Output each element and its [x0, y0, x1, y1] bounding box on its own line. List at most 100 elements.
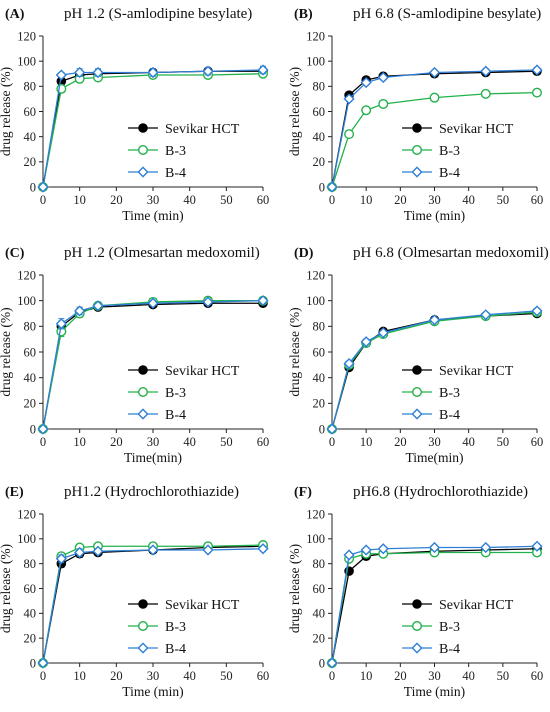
y-axis-title: drug release (%) [0, 544, 13, 633]
data-point [92, 300, 104, 312]
x-axis-title: Time(min) [124, 450, 182, 465]
data-point [377, 543, 389, 555]
y-tick-label: 80 [24, 557, 37, 571]
x-axis-title: Time (min) [404, 684, 465, 699]
panel-label: (F) [294, 485, 312, 500]
chart-panel-E: (E) pH1.2 (Hydrochlorothiazide) 0 20 40 60 80 1… [0, 484, 269, 699]
legend-marker [137, 144, 148, 155]
y-tick-label: 120 [17, 507, 36, 521]
x-tick-label: 20 [394, 193, 407, 207]
chart-panel-C: (C) pH 1.2 (Olmesartan medoxomil) 0 20 40 60 8… [0, 245, 269, 465]
legend-label: B-4 [165, 642, 186, 657]
data-point [343, 93, 355, 105]
legend-marker [412, 621, 423, 632]
y-tick-label: 20 [24, 155, 37, 169]
legend-marker [138, 365, 148, 375]
data-point [377, 71, 389, 84]
legend: Sevikar HCT B-3 B-4 [402, 598, 514, 657]
panel-label: (E) [5, 485, 24, 500]
y-tick-label: 0 [319, 422, 325, 436]
data-point [147, 66, 159, 79]
legend-marker [412, 599, 422, 609]
legend-label: Sevikar HCT [165, 598, 240, 613]
x-tick-label: 50 [220, 193, 233, 207]
x-tick-label: 50 [220, 669, 233, 683]
x-tick-label: 10 [360, 435, 373, 449]
series-b-4 [326, 305, 543, 435]
x-tick-label: 20 [394, 435, 407, 449]
y-tick-label: 100 [306, 54, 325, 68]
data-point [480, 541, 492, 554]
x-tick-label: 20 [110, 435, 123, 449]
legend-label: B-4 [439, 166, 460, 181]
y-tick-label: 80 [24, 80, 37, 94]
x-tick-label: 0 [40, 193, 46, 207]
data-point [147, 297, 159, 309]
x-tick-label: 20 [110, 669, 123, 683]
data-point [531, 540, 543, 552]
y-tick-label: 40 [313, 371, 326, 385]
y-tick-label: 40 [24, 607, 37, 621]
y-tick-label: 100 [17, 54, 36, 68]
data-point [532, 87, 543, 98]
legend-label: B-4 [165, 408, 186, 423]
panel-title: pH 1.2 (S-amlodipine besylate) [64, 6, 252, 22]
legend-label: B-4 [439, 642, 460, 657]
x-tick-label: 60 [531, 193, 544, 207]
data-point [480, 88, 491, 99]
x-tick-label: 50 [497, 193, 510, 207]
y-tick-label: 60 [24, 105, 37, 119]
x-tick-label: 20 [110, 193, 123, 207]
x-tick-label: 30 [428, 435, 441, 449]
panel-label: (C) [5, 246, 25, 261]
y-tick-label: 80 [313, 80, 326, 94]
y-tick-label: 120 [17, 29, 36, 43]
x-tick-label: 60 [257, 669, 270, 683]
y-tick-label: 80 [24, 320, 37, 334]
data-point [429, 92, 440, 103]
y-tick-label: 0 [319, 180, 325, 194]
x-tick-label: 30 [147, 193, 160, 207]
data-point [74, 305, 86, 317]
y-tick-label: 0 [319, 656, 325, 670]
x-tick-label: 0 [40, 435, 46, 449]
legend: Sevikar HCT B-3 B-4 [128, 364, 240, 423]
data-point [37, 181, 49, 193]
y-tick-label: 20 [24, 631, 37, 645]
y-axis-title: drug release (%) [287, 307, 302, 396]
data-point [37, 423, 49, 435]
y-tick-label: 60 [313, 582, 326, 596]
series-b-4 [326, 64, 543, 193]
y-tick-label: 100 [306, 294, 325, 308]
data-point [531, 64, 543, 76]
data-point [361, 105, 372, 116]
data-point [257, 64, 269, 76]
panel-title: pH1.2 (Hydrochlorothiazide) [64, 484, 239, 500]
y-tick-label: 20 [313, 631, 326, 645]
data-point [257, 543, 269, 555]
data-point [74, 66, 86, 79]
y-axis-title: drug release (%) [0, 67, 13, 156]
legend-marker [137, 642, 149, 654]
data-point [378, 98, 389, 109]
y-tick-label: 40 [24, 130, 37, 144]
panel-label: (B) [294, 7, 313, 22]
y-tick-label: 60 [313, 345, 326, 359]
legend-label: Sevikar HCT [439, 598, 514, 613]
x-tick-label: 40 [183, 669, 196, 683]
y-tick-label: 100 [17, 294, 36, 308]
x-tick-label: 10 [73, 193, 86, 207]
legend-label: B-3 [439, 620, 460, 635]
x-tick-label: 40 [462, 669, 475, 683]
legend-label: B-3 [165, 386, 186, 401]
data-point [55, 69, 67, 81]
y-tick-label: 0 [30, 656, 36, 670]
legend-label: Sevikar HCT [165, 122, 240, 137]
legend-label: Sevikar HCT [439, 122, 514, 137]
x-axis-title: Time (min) [404, 208, 465, 223]
series-b-4 [37, 543, 269, 669]
legend: Sevikar HCT B-3 B-4 [128, 122, 240, 181]
panel-label: (A) [5, 7, 25, 22]
y-tick-label: 60 [24, 345, 37, 359]
panel-title: pH 6.8 (Olmesartan medoxomil) [353, 245, 549, 261]
